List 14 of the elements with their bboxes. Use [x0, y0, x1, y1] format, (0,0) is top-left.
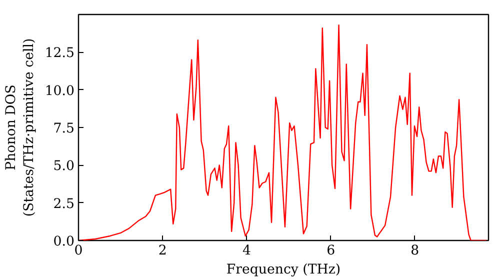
y-tick-label: 0.0 — [53, 234, 75, 250]
x-axis-title: Frequency (THz) — [226, 262, 341, 278]
x-tick-label: 6 — [326, 244, 336, 258]
y-tick-label: 12.5 — [44, 46, 75, 62]
x-tick-label: 4 — [242, 244, 251, 258]
x-tick-label: 2 — [158, 244, 167, 258]
y-tick-label: 2.5 — [53, 196, 75, 212]
line-series — [78, 24, 487, 240]
y-tick-label: 7.5 — [53, 122, 75, 136]
y-axis-title: Phonon DOS (States/THz·primitive cell) — [4, 38, 37, 217]
y-tick-label: 5.0 — [53, 159, 75, 174]
x-tick-label: 0 — [74, 244, 83, 258]
x-tick-label: 8 — [410, 244, 420, 258]
y-tick-label: 10.0 — [44, 84, 75, 99]
